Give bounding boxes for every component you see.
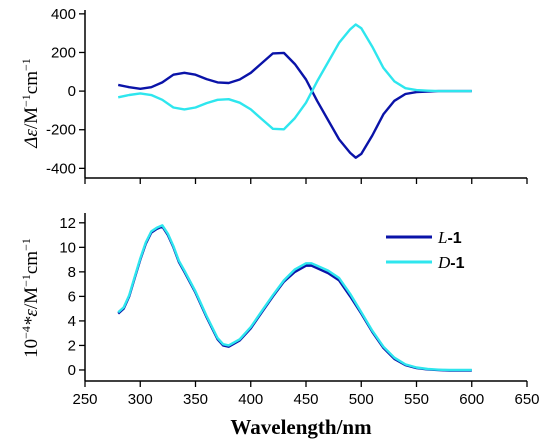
abs-y-tick-label: 4 — [68, 313, 76, 330]
abs-series-line-0 — [117, 225, 472, 372]
legend-l1-number: -1 — [447, 230, 461, 247]
abs-y-tick-label: 6 — [68, 288, 76, 305]
cd-y-tick-label: 200 — [51, 44, 76, 61]
cd-curves — [117, 23, 472, 159]
legend-label-d1: D-1 — [437, 253, 465, 272]
cd-y-tick-label: -400 — [46, 160, 76, 177]
legend-l1-letter: L — [437, 228, 447, 247]
absorption-y-axis-label: 10−4*ε/M−1cm−1 — [19, 238, 42, 358]
y2-label-base: 10 — [21, 339, 42, 358]
y-label-exp-1: −1 — [19, 94, 33, 107]
legend-d1-number: -1 — [450, 255, 464, 272]
y-label-delta-epsilon: Δε — [21, 129, 42, 149]
cd-y-axis-label: Δε/M−1cm−1 — [19, 58, 42, 149]
y-label-unit-m: /M — [21, 107, 42, 129]
abs-x-tick-label: 550 — [404, 391, 429, 408]
y2-label-exp: −4 — [19, 326, 33, 339]
abs-y-tick-label: 10 — [59, 239, 76, 256]
legend: L-1 D-1 — [386, 228, 465, 272]
abs-y-tick-label: 0 — [68, 362, 76, 379]
cd-series-line-0 — [117, 51, 472, 159]
abs-x-tick-label: 400 — [238, 391, 263, 408]
y2-label-epsilon: *ε — [21, 309, 42, 327]
y2-label-exp-1: −1 — [19, 274, 33, 287]
legend-label-l1: L-1 — [437, 228, 462, 247]
cd-y-tick-label: -200 — [46, 122, 76, 139]
absorption-curves — [117, 224, 472, 372]
abs-x-tick-label: 650 — [514, 391, 539, 408]
x-axis-title: Wavelength/nm — [230, 415, 372, 439]
abs-x-tick-label: 350 — [183, 391, 208, 408]
y-label-exp-2: −1 — [19, 58, 33, 71]
y2-label-unit-m: /M — [21, 287, 42, 309]
abs-y-tick-label: 2 — [68, 337, 76, 354]
abs-x-tick-label: 500 — [349, 391, 374, 408]
cd-series-line-1 — [117, 23, 472, 131]
abs-x-tick-label: 250 — [72, 391, 97, 408]
legend-d1-letter: D — [437, 253, 451, 272]
y2-label-exp-2: −1 — [19, 238, 33, 251]
cd-axes: -400 -200 0 200 400 — [46, 6, 528, 184]
cd-y-tick-label: 400 — [51, 6, 76, 23]
abs-series-line-1 — [117, 224, 472, 372]
abs-x-tick-label: 450 — [293, 391, 318, 408]
cd-y-tick-label: 0 — [68, 83, 76, 100]
absorption-axes: 0 2 4 6 8 10 12 250 300 350 400 450 500 550 600 650 — [59, 213, 540, 408]
abs-x-tick-label: 300 — [128, 391, 153, 408]
abs-y-tick-label: 12 — [59, 215, 76, 232]
y2-label-unit-cm: cm — [21, 251, 42, 274]
abs-x-tick-label: 600 — [459, 391, 484, 408]
abs-y-tick-label: 8 — [68, 264, 76, 281]
y-label-unit-cm: cm — [21, 71, 42, 94]
